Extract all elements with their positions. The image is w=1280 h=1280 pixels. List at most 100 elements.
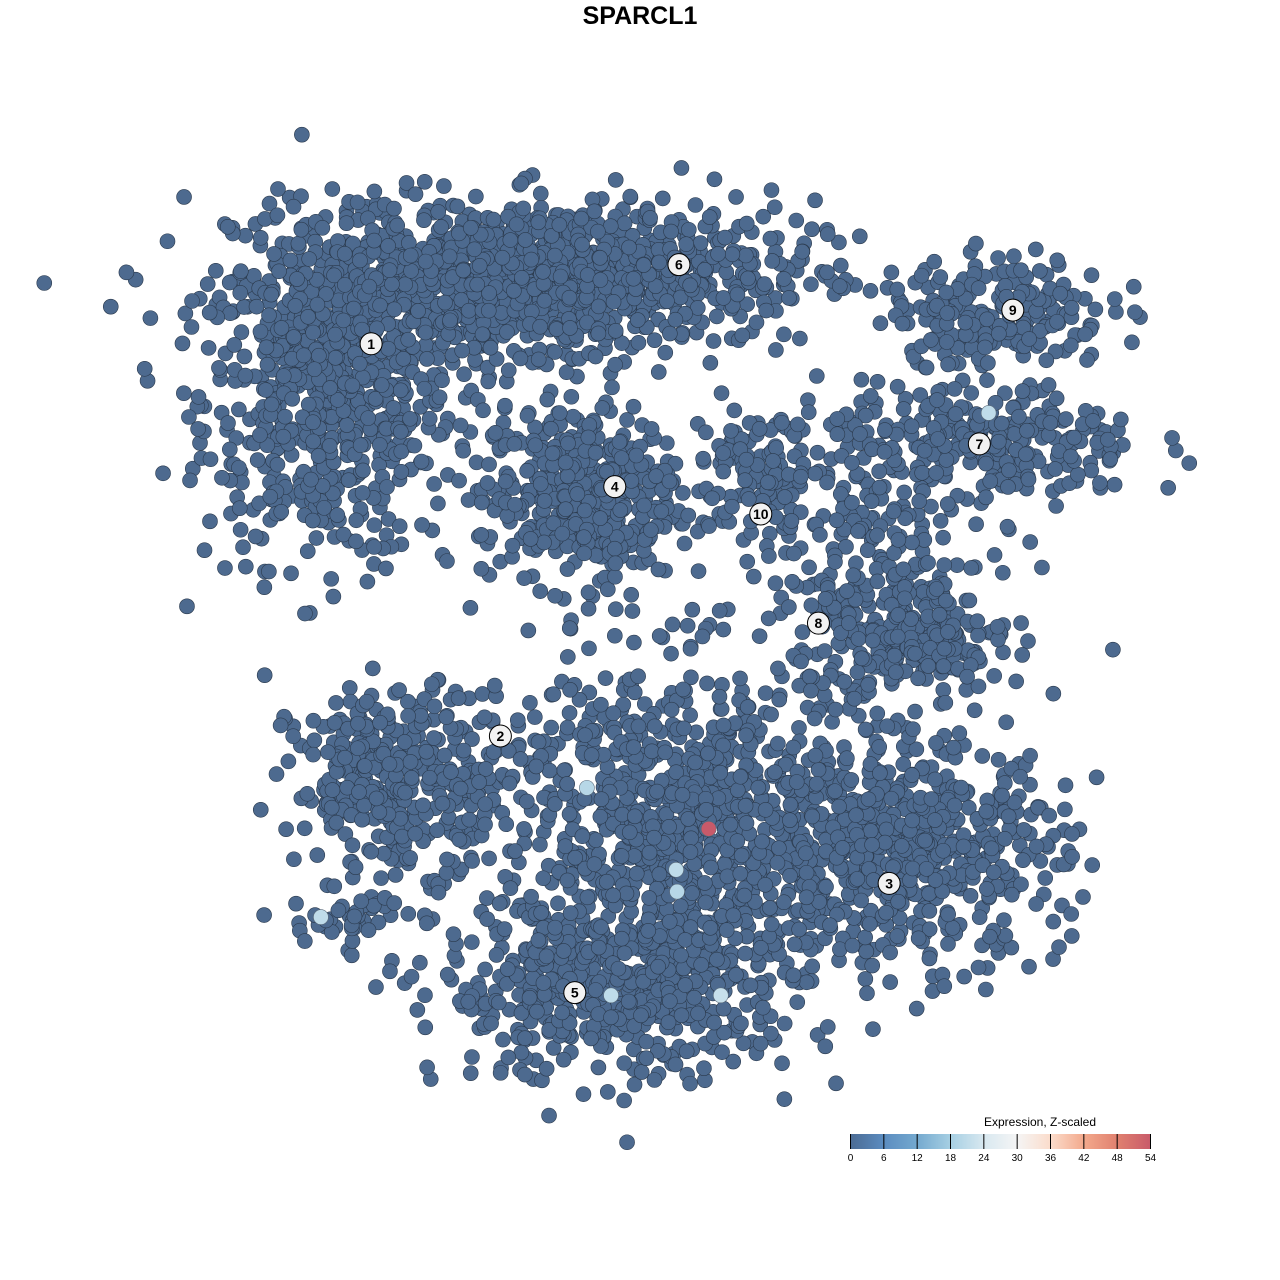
data-point [294, 126, 310, 143]
data-point [202, 451, 219, 468]
data-point [888, 664, 904, 680]
data-point [971, 909, 988, 926]
data-point [1064, 826, 1080, 842]
data-point [1021, 331, 1037, 347]
data-point [808, 368, 825, 384]
data-point [515, 200, 532, 217]
data-point [1045, 685, 1062, 702]
data-point [715, 463, 732, 480]
data-point [994, 787, 1010, 804]
data-point [734, 327, 751, 344]
data-point [1063, 928, 1080, 944]
data-point [539, 391, 556, 408]
data-point [378, 560, 394, 577]
data-point [869, 373, 886, 390]
data-point [400, 708, 416, 724]
data-point [179, 598, 195, 615]
data-point [176, 385, 192, 401]
data-point [220, 219, 236, 235]
data-point [304, 512, 321, 529]
data-point [485, 211, 502, 228]
data-point [844, 454, 860, 471]
data-point [437, 294, 453, 311]
data-point [625, 398, 642, 415]
data-point [935, 682, 952, 698]
data-point [889, 378, 906, 395]
data-point [268, 766, 285, 782]
data-point [436, 178, 452, 194]
data-point [285, 728, 301, 745]
data-point [356, 758, 373, 774]
data-point [916, 442, 933, 459]
data-point [196, 542, 213, 559]
data-point [883, 264, 900, 281]
data-point [343, 947, 360, 964]
data-point [423, 676, 440, 692]
data-point [646, 1072, 663, 1088]
data-point [590, 1059, 607, 1076]
data-point [517, 232, 534, 248]
data-point [303, 471, 319, 488]
data-point [259, 356, 276, 373]
data-point [513, 175, 529, 192]
data-point [412, 954, 428, 971]
data-point [828, 1075, 844, 1092]
data-point [739, 553, 756, 570]
data-point [982, 473, 999, 490]
data-point [654, 190, 671, 207]
data-point [970, 627, 986, 644]
data-point [1058, 411, 1074, 427]
data-point [643, 522, 659, 538]
data-point [363, 843, 379, 860]
data-point [768, 342, 784, 358]
data-point [931, 607, 948, 623]
data-point [622, 188, 639, 205]
data-point [1057, 801, 1073, 818]
data-point [844, 494, 860, 511]
data-point [360, 410, 376, 426]
data-point [946, 797, 963, 814]
data-point [316, 500, 332, 516]
data-point [455, 742, 472, 759]
data-point [885, 503, 902, 520]
data-point [476, 709, 493, 726]
data-point [236, 348, 253, 365]
data-point [286, 851, 302, 868]
data-point [426, 698, 443, 715]
data-point [894, 315, 911, 332]
data-point [956, 968, 972, 985]
data-point [391, 518, 408, 535]
data-point [592, 250, 608, 266]
data-point [676, 535, 693, 552]
data-point [258, 339, 275, 356]
data-point [862, 823, 879, 839]
data-point [687, 197, 704, 213]
data-point [532, 185, 549, 202]
data-point [923, 332, 939, 348]
data-point [471, 258, 488, 274]
data-point [366, 232, 382, 249]
data-point [723, 422, 739, 439]
data-point [409, 1002, 426, 1018]
data-point [450, 690, 467, 706]
data-point [979, 881, 995, 897]
data-point [611, 434, 628, 450]
data-point [636, 497, 652, 514]
data-point [283, 565, 299, 582]
data-point [257, 382, 274, 398]
data-point [433, 219, 449, 235]
data-point [252, 229, 269, 246]
data-point [326, 714, 343, 731]
data-point [455, 262, 472, 279]
data-point [482, 339, 499, 356]
data-point [285, 329, 302, 345]
data-point [889, 928, 906, 944]
data-point [819, 1019, 836, 1035]
data-point [407, 825, 424, 842]
data-point [1077, 326, 1093, 343]
data-point [231, 459, 247, 476]
data-point [890, 532, 907, 548]
data-point [381, 262, 398, 279]
data-point [592, 510, 609, 526]
data-point [217, 560, 233, 576]
